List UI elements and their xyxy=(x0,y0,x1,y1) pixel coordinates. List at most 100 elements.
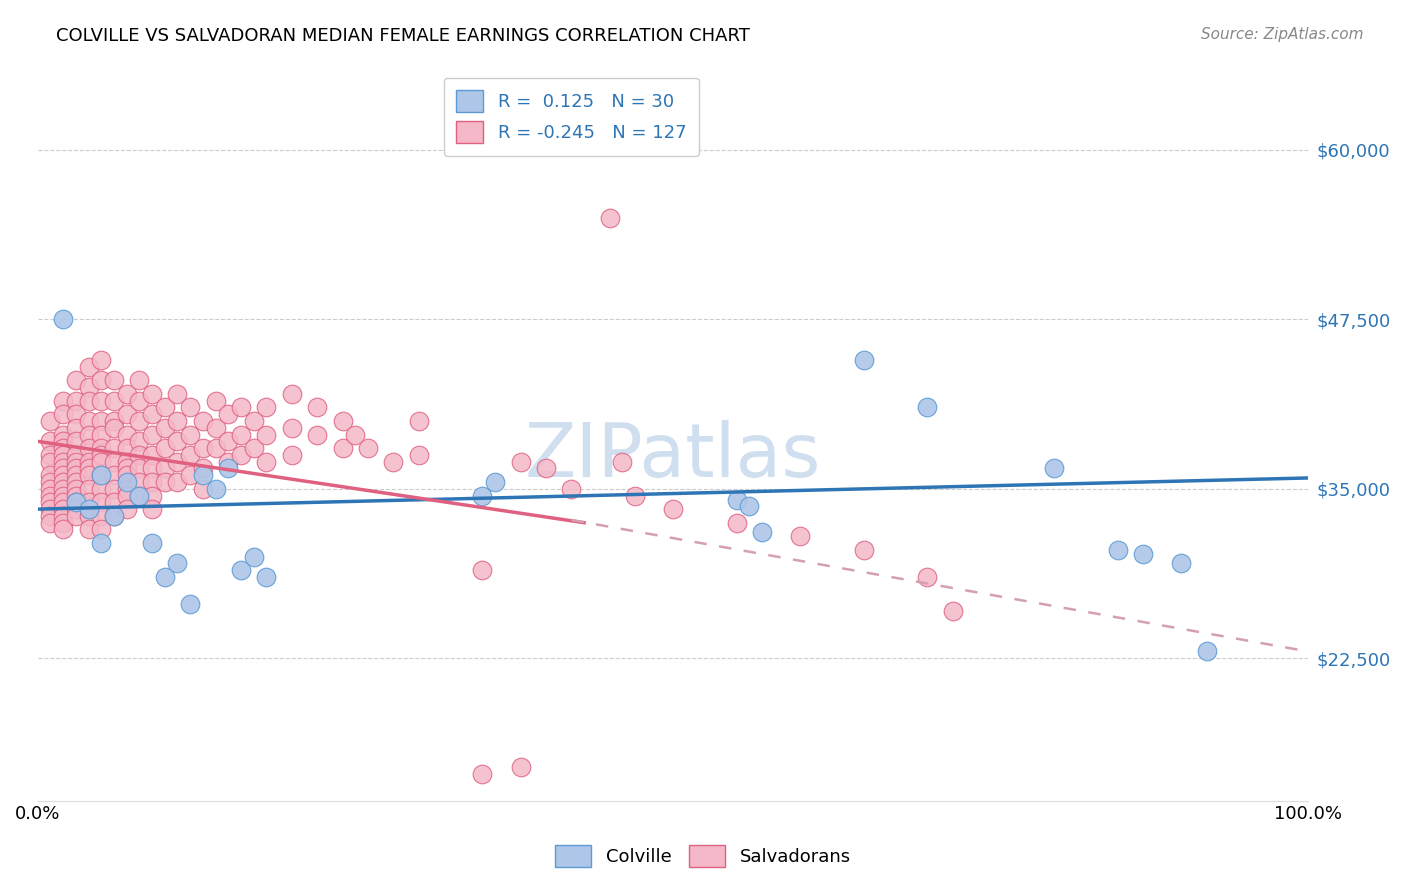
Point xyxy=(141,536,163,550)
Point xyxy=(77,523,100,537)
Point xyxy=(179,597,201,611)
Point xyxy=(52,502,75,516)
Point xyxy=(229,401,252,415)
Point xyxy=(179,427,201,442)
Point xyxy=(115,387,138,401)
Point xyxy=(90,393,112,408)
Point xyxy=(65,421,87,435)
Point xyxy=(281,421,304,435)
Point xyxy=(229,563,252,577)
Point xyxy=(204,421,226,435)
Text: Source: ZipAtlas.com: Source: ZipAtlas.com xyxy=(1201,27,1364,42)
Point xyxy=(90,536,112,550)
Point xyxy=(852,542,875,557)
Point xyxy=(39,516,62,530)
Point xyxy=(471,489,494,503)
Point xyxy=(915,401,938,415)
Point xyxy=(166,475,188,489)
Point xyxy=(39,414,62,428)
Point xyxy=(77,495,100,509)
Point xyxy=(471,766,494,780)
Point xyxy=(52,427,75,442)
Point xyxy=(103,414,125,428)
Point xyxy=(90,468,112,483)
Point xyxy=(332,414,354,428)
Point xyxy=(254,570,277,584)
Point xyxy=(77,502,100,516)
Point xyxy=(599,211,621,225)
Point xyxy=(1043,461,1066,475)
Point xyxy=(77,455,100,469)
Point xyxy=(39,455,62,469)
Point xyxy=(65,475,87,489)
Point xyxy=(65,502,87,516)
Point xyxy=(52,441,75,455)
Point xyxy=(77,508,100,523)
Point xyxy=(217,461,239,475)
Point xyxy=(65,508,87,523)
Point xyxy=(128,448,150,462)
Point xyxy=(65,448,87,462)
Point xyxy=(128,373,150,387)
Point xyxy=(204,482,226,496)
Point xyxy=(52,495,75,509)
Point xyxy=(509,760,531,774)
Point xyxy=(90,468,112,483)
Point xyxy=(1132,547,1154,561)
Point xyxy=(77,482,100,496)
Point xyxy=(65,495,87,509)
Point xyxy=(191,441,214,455)
Point xyxy=(166,387,188,401)
Point xyxy=(141,475,163,489)
Point xyxy=(39,468,62,483)
Point xyxy=(612,455,634,469)
Point xyxy=(141,448,163,462)
Point xyxy=(204,393,226,408)
Point xyxy=(39,495,62,509)
Point xyxy=(128,489,150,503)
Point xyxy=(789,529,811,543)
Point xyxy=(39,502,62,516)
Point xyxy=(65,373,87,387)
Legend: R =  0.125   N = 30, R = -0.245   N = 127: R = 0.125 N = 30, R = -0.245 N = 127 xyxy=(444,78,699,156)
Point xyxy=(153,441,176,455)
Point xyxy=(141,407,163,421)
Point xyxy=(77,427,100,442)
Point xyxy=(191,414,214,428)
Point xyxy=(115,482,138,496)
Point xyxy=(52,516,75,530)
Point xyxy=(624,489,647,503)
Point xyxy=(484,475,506,489)
Point xyxy=(1195,644,1218,658)
Point xyxy=(103,455,125,469)
Point xyxy=(90,455,112,469)
Point xyxy=(509,455,531,469)
Point xyxy=(90,353,112,368)
Point xyxy=(153,570,176,584)
Point xyxy=(90,441,112,455)
Point xyxy=(52,489,75,503)
Point xyxy=(115,441,138,455)
Point xyxy=(52,523,75,537)
Point xyxy=(65,489,87,503)
Point xyxy=(77,441,100,455)
Point xyxy=(166,557,188,571)
Point xyxy=(217,455,239,469)
Point xyxy=(217,407,239,421)
Point xyxy=(103,495,125,509)
Point xyxy=(65,393,87,408)
Point xyxy=(90,508,112,523)
Text: COLVILLE VS SALVADORAN MEDIAN FEMALE EARNINGS CORRELATION CHART: COLVILLE VS SALVADORAN MEDIAN FEMALE EAR… xyxy=(56,27,751,45)
Point xyxy=(725,492,748,507)
Point xyxy=(254,427,277,442)
Point xyxy=(915,570,938,584)
Point xyxy=(115,427,138,442)
Point xyxy=(128,475,150,489)
Point xyxy=(52,461,75,475)
Point xyxy=(52,475,75,489)
Point xyxy=(471,563,494,577)
Point xyxy=(128,414,150,428)
Point xyxy=(90,427,112,442)
Point xyxy=(382,455,405,469)
Text: ZIPatlas: ZIPatlas xyxy=(524,420,821,493)
